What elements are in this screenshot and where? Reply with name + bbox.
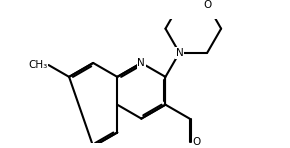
Text: N: N bbox=[137, 58, 145, 68]
Text: O: O bbox=[203, 0, 211, 10]
Text: CH₃: CH₃ bbox=[28, 60, 47, 70]
Text: N: N bbox=[175, 48, 183, 58]
Text: O: O bbox=[193, 137, 201, 147]
